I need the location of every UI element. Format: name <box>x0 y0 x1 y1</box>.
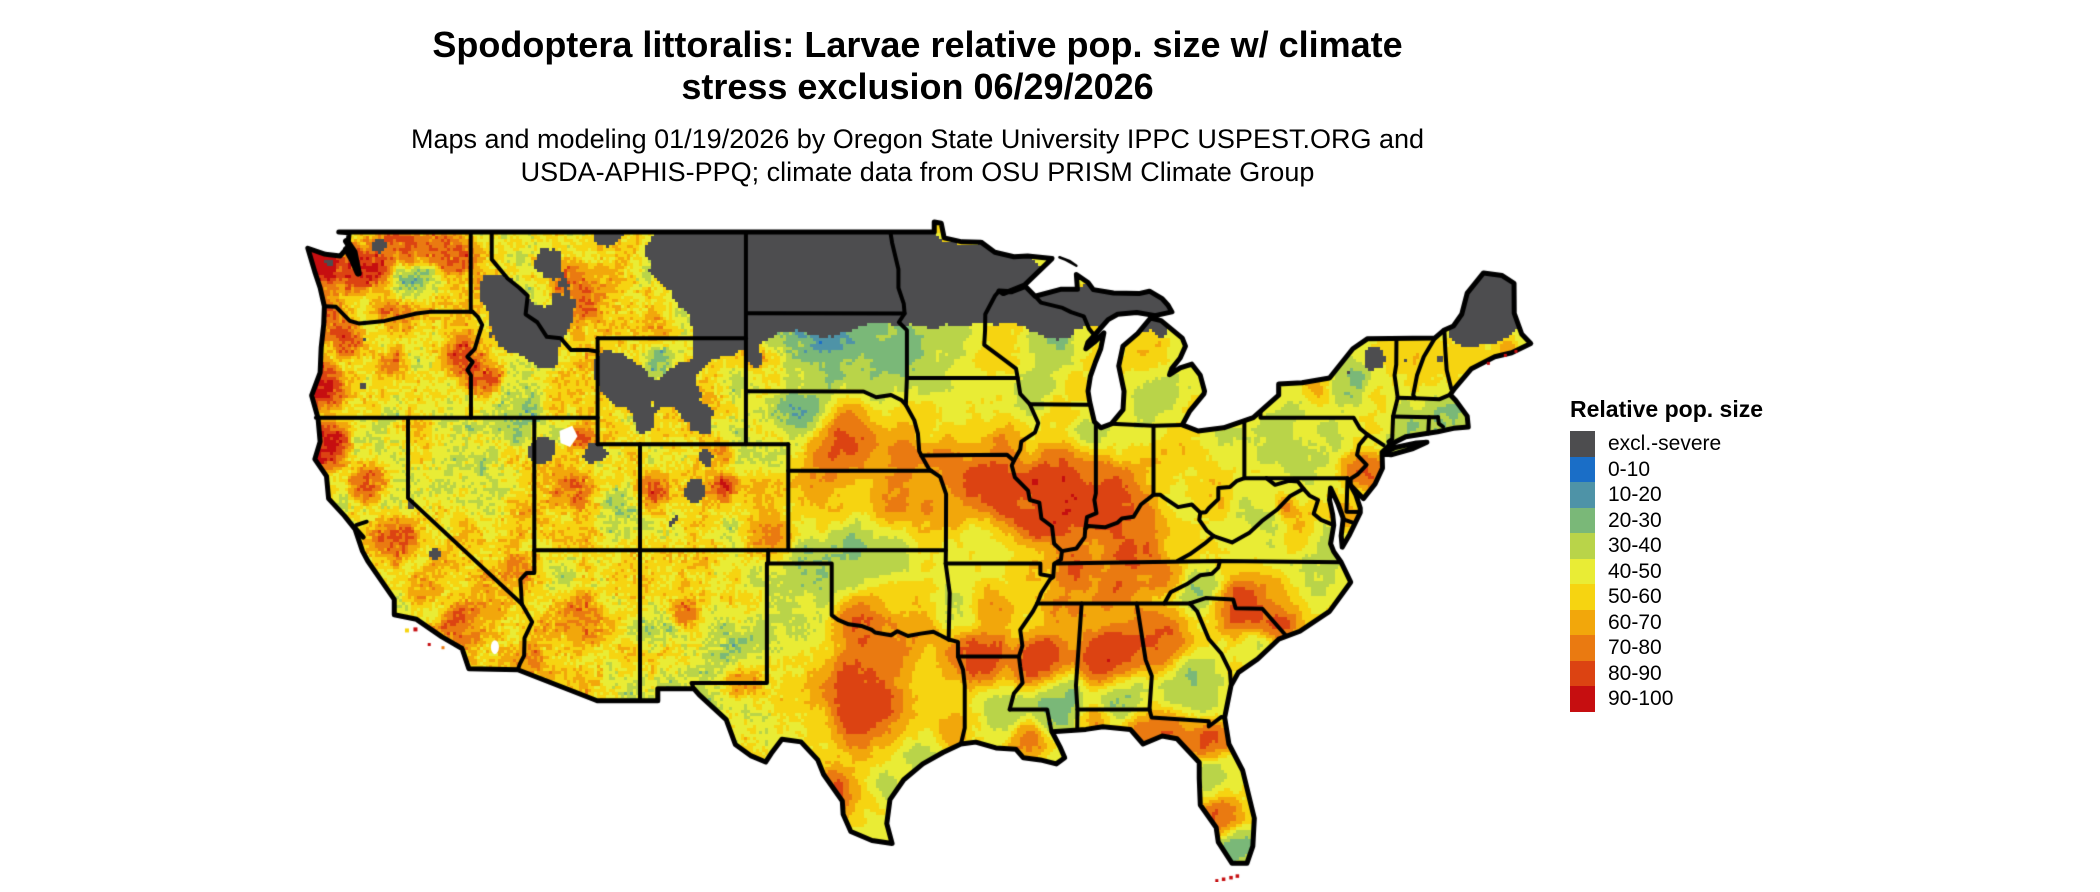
map-title-line2: stress exclusion 06/29/2026 <box>681 66 1154 107</box>
legend-label: 60-70 <box>1608 610 1662 634</box>
legend-entry: 40-50 <box>1570 558 1763 584</box>
legend-swatch <box>1570 558 1595 584</box>
legend-label: 70-80 <box>1608 636 1662 660</box>
legend-label: 40-50 <box>1608 559 1662 583</box>
legend-swatch <box>1570 609 1595 635</box>
legend-label: 20-30 <box>1608 508 1662 532</box>
legend-label: 30-40 <box>1608 534 1662 558</box>
legend-swatch <box>1570 584 1595 610</box>
map-subtitle-line1: Maps and modeling 01/19/2026 by Oregon S… <box>410 124 1425 154</box>
map-subtitle: Maps and modeling 01/19/2026 by Oregon S… <box>300 123 1535 189</box>
us-choropleth-map-canvas <box>300 218 1535 882</box>
map-subtitle-line2: USDA-APHIS-PPQ; climate data from OSU PR… <box>520 157 1315 187</box>
legend-entry: 90-100 <box>1570 686 1763 712</box>
legend-swatch <box>1570 456 1595 482</box>
legend-swatch <box>1570 635 1595 661</box>
legend-entry: 0-10 <box>1570 456 1763 482</box>
map-title: Spodoptera littoralis: Larvae relative p… <box>300 24 1535 108</box>
legend-label: 50-60 <box>1608 585 1662 609</box>
legend-entry: 30-40 <box>1570 533 1763 559</box>
legend-entry: 70-80 <box>1570 635 1763 661</box>
legend-entry: 10-20 <box>1570 482 1763 508</box>
legend-label: 0-10 <box>1608 457 1651 481</box>
legend-swatch <box>1570 660 1595 686</box>
legend-label: 10-20 <box>1608 483 1662 507</box>
legend-label: excl.-severe <box>1608 432 1722 456</box>
legend-label: 80-90 <box>1608 661 1662 685</box>
legend-entry: 50-60 <box>1570 584 1763 610</box>
legend-swatch <box>1570 482 1595 508</box>
legend-entry: 20-30 <box>1570 507 1763 533</box>
legend-swatch <box>1570 533 1595 559</box>
legend-entry: 80-90 <box>1570 660 1763 686</box>
legend-entries: excl.-severe 0-10 10-20 20-30 30-40 40-50 50-6… <box>1570 431 1763 712</box>
legend-title: Relative pop. size <box>1570 396 1764 422</box>
legend-entry: 60-70 <box>1570 609 1763 635</box>
legend-entry: excl.-severe <box>1570 431 1763 457</box>
legend-swatch <box>1570 431 1595 457</box>
map-title-line1: Spodoptera littoralis: Larvae relative p… <box>432 24 1403 65</box>
map-legend: Relative pop. size excl.-severe 0-10 10-20… <box>1570 396 1763 712</box>
legend-label: 90-100 <box>1608 687 1674 711</box>
legend-swatch <box>1570 686 1595 712</box>
legend-swatch <box>1570 507 1595 533</box>
